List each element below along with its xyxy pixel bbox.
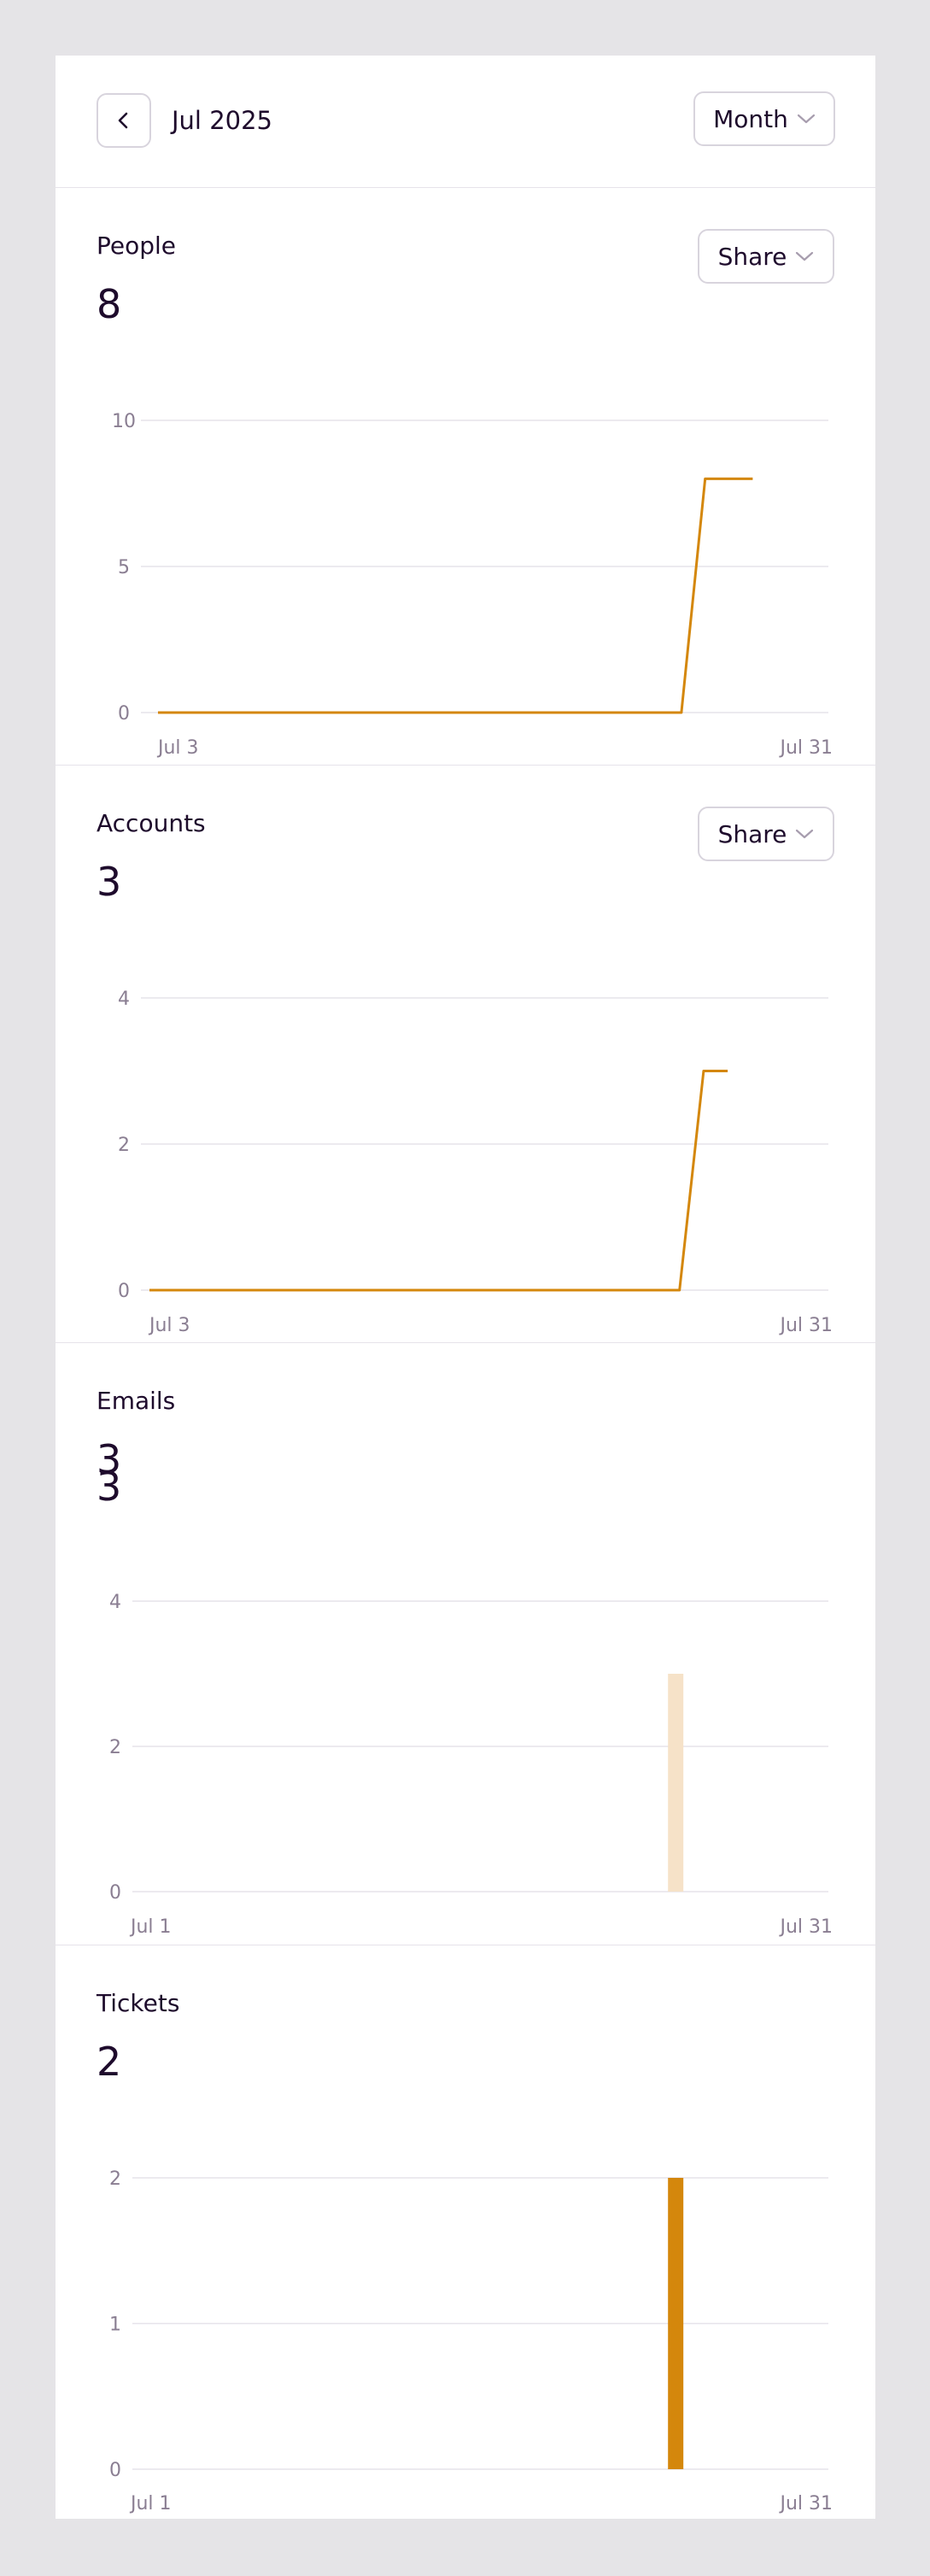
chevron-down-icon: [796, 251, 814, 261]
period-header: Jul 2025 Month: [56, 56, 875, 188]
share-select[interactable]: Share: [698, 807, 834, 861]
section-title: Emails: [97, 1387, 176, 1415]
y-tick-label: 0: [109, 1882, 121, 1904]
y-tick-label: 1: [109, 2315, 121, 2336]
share-select-label: Share: [717, 242, 787, 271]
chevron-left-icon: [118, 112, 128, 129]
y-tick-label: 0: [118, 1281, 130, 1302]
x-tick-label: Jul 31: [778, 1315, 833, 1336]
section-value: 2: [97, 2039, 122, 2085]
chevron-down-icon: [796, 829, 814, 839]
section-value-overlap: 3: [97, 1464, 122, 1510]
y-tick-label: 5: [118, 557, 130, 578]
y-tick-label: 4: [118, 989, 130, 1010]
tickets-section: Tickets 2 0 1 2 Jul 1 Jul 31: [56, 1945, 875, 2519]
people-section: People 8 Share 0 5 10 Jul 3 Jul 31: [56, 188, 875, 766]
series-line: [149, 1070, 728, 1292]
section-value: 8: [97, 281, 122, 327]
series-line: [158, 477, 753, 714]
bar: [668, 2178, 684, 2469]
x-tick-label: Jul 3: [148, 1315, 190, 1336]
section-value: 3: [97, 859, 122, 905]
x-tick-label: Jul 31: [778, 737, 833, 759]
share-select[interactable]: Share: [698, 229, 834, 284]
period-label: Jul 2025: [172, 106, 273, 135]
section-title: Tickets: [97, 1989, 180, 2017]
previous-period-button[interactable]: [97, 93, 151, 148]
accounts-section: Accounts 3 Share 0 2 4 Jul 3 Jul 31: [56, 766, 875, 1343]
section-title: Accounts: [97, 809, 206, 837]
y-tick-label: 10: [112, 411, 136, 432]
y-tick-label: 0: [109, 2460, 121, 2481]
tickets-chart: 0 1 2 Jul 1 Jul 31: [109, 2168, 833, 2514]
bar: [668, 1674, 684, 1892]
y-tick-label: 0: [118, 703, 130, 725]
y-tick-label: 2: [109, 2168, 121, 2190]
section-value: 3: [97, 1436, 122, 1482]
section-title: People: [97, 232, 177, 260]
people-chart: 0 5 10 Jul 3 Jul 31: [112, 411, 833, 759]
chevron-down-icon: [797, 114, 815, 124]
emails-section: Emails 3 3 0 2 4 Jul 1 Jul 31: [56, 1343, 875, 1945]
x-tick-label: Jul 3: [156, 737, 199, 759]
x-tick-label: Jul 1: [129, 2493, 172, 2514]
range-select-label: Month: [713, 104, 788, 133]
y-tick-label: 2: [118, 1135, 130, 1156]
x-tick-label: Jul 31: [778, 1916, 833, 1938]
accounts-chart: 0 2 4 Jul 3 Jul 31: [118, 989, 833, 1336]
x-tick-label: Jul 1: [129, 1916, 172, 1938]
y-tick-label: 2: [109, 1737, 121, 1758]
x-tick-label: Jul 31: [778, 2493, 833, 2514]
y-tick-label: 4: [109, 1592, 121, 1613]
share-select-label: Share: [717, 819, 787, 848]
emails-chart: 0 2 4 Jul 1 Jul 31: [109, 1592, 833, 1938]
range-select[interactable]: Month: [693, 91, 835, 146]
